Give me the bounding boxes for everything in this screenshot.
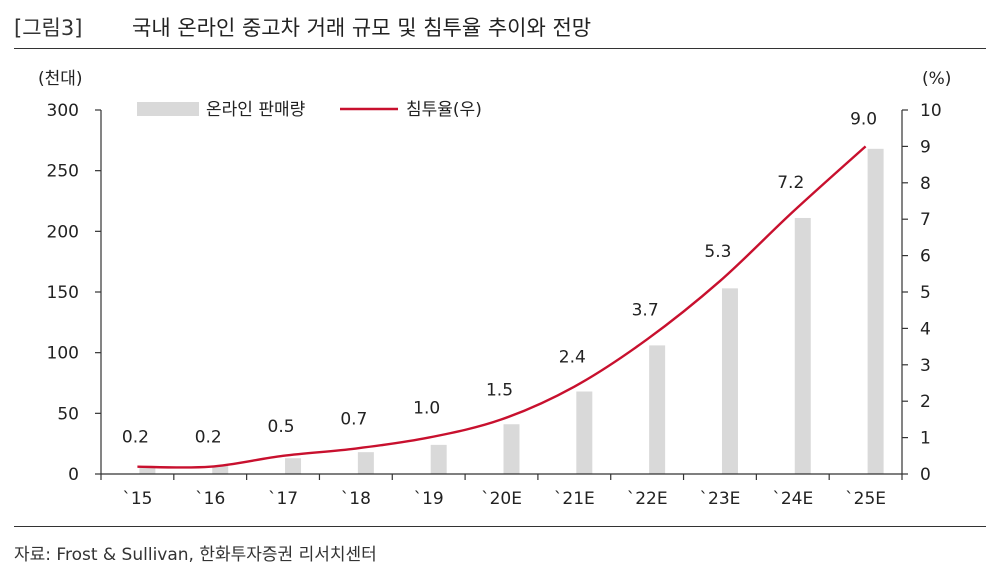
- figure-label: [그림3]: [14, 16, 83, 40]
- line-data-label: 5.3: [704, 242, 731, 262]
- line-data-label: 0.5: [268, 417, 295, 437]
- legend-line-label: 침투율(우): [406, 100, 482, 120]
- bar-4: [357, 452, 374, 474]
- x-tick-label: `17: [268, 489, 298, 509]
- bar-11: [867, 148, 884, 474]
- bar-3: [285, 458, 302, 474]
- bar-5: [430, 444, 447, 474]
- right-tick-label: 10: [920, 101, 942, 121]
- left-tick-label: 50: [57, 404, 79, 424]
- right-tick-label: 8: [920, 174, 931, 194]
- right-tick-label: 4: [920, 319, 931, 339]
- legend-bar-swatch: [137, 102, 199, 116]
- top-divider: [14, 48, 986, 49]
- line-data-label: 0.7: [340, 410, 367, 430]
- x-tick-label: `23E: [700, 489, 741, 509]
- x-tick-label: `15: [122, 489, 152, 509]
- line-data-label: 0.2: [195, 428, 222, 448]
- x-tick-label: `21E: [554, 489, 595, 509]
- right-tick-label: 5: [920, 283, 931, 303]
- legend-bar-label: 온라인 판매량: [206, 100, 306, 120]
- bar-1: [139, 467, 156, 474]
- bar-10: [794, 217, 811, 474]
- left-tick-label: 150: [47, 283, 79, 303]
- bar-6: [503, 424, 520, 474]
- x-tick-label: `25E: [845, 489, 886, 509]
- left-tick-label: 100: [47, 344, 79, 364]
- line-data-label: 2.4: [559, 348, 586, 368]
- left-tick-label: 250: [47, 162, 79, 182]
- left-tick-label: 300: [47, 101, 79, 121]
- right-tick-label: 1: [920, 429, 931, 449]
- line-data-label: 1.5: [486, 380, 513, 400]
- left-tick-label: 0: [68, 465, 79, 485]
- bar-8: [649, 345, 666, 474]
- line-data-label: 9.0: [850, 109, 877, 129]
- x-tick-label: `16: [195, 489, 225, 509]
- line-data-label: 3.7: [632, 300, 659, 320]
- left-tick-label: 200: [47, 222, 79, 242]
- figure-title: 국내 온라인 중고차 거래 규모 및 침투율 추이와 전망: [132, 16, 592, 40]
- bar-9: [721, 288, 738, 474]
- right-tick-label: 7: [920, 210, 931, 230]
- x-tick-label: `18: [341, 489, 371, 509]
- line-data-label: 1.0: [413, 399, 440, 419]
- source-note: 자료: Frost & Sullivan, 한화투자증권 리서치센터: [14, 545, 377, 565]
- penetration-rate-line: [137, 145, 867, 469]
- right-tick-label: 6: [920, 247, 931, 267]
- right-axis-unit: (%): [922, 69, 951, 89]
- x-tick-label: `19: [414, 489, 444, 509]
- right-tick-label: 3: [920, 356, 931, 376]
- right-tick-label: 0: [920, 465, 931, 485]
- x-tick-label: `22E: [627, 489, 668, 509]
- left-axis-unit: (천대): [38, 69, 83, 89]
- right-tick-label: 2: [920, 392, 931, 412]
- line-data-label: 7.2: [777, 173, 804, 193]
- x-tick-label: `20E: [481, 489, 522, 509]
- right-tick-label: 9: [920, 137, 931, 157]
- x-tick-label: `24E: [772, 489, 813, 509]
- line-data-label: 0.2: [122, 428, 149, 448]
- figure-header: [그림3] 국내 온라인 중고차 거래 규모 및 침투율 추이와 전망: [14, 4, 986, 48]
- bar-2: [212, 465, 229, 474]
- bottom-divider: [14, 526, 986, 527]
- bar-7: [576, 391, 593, 474]
